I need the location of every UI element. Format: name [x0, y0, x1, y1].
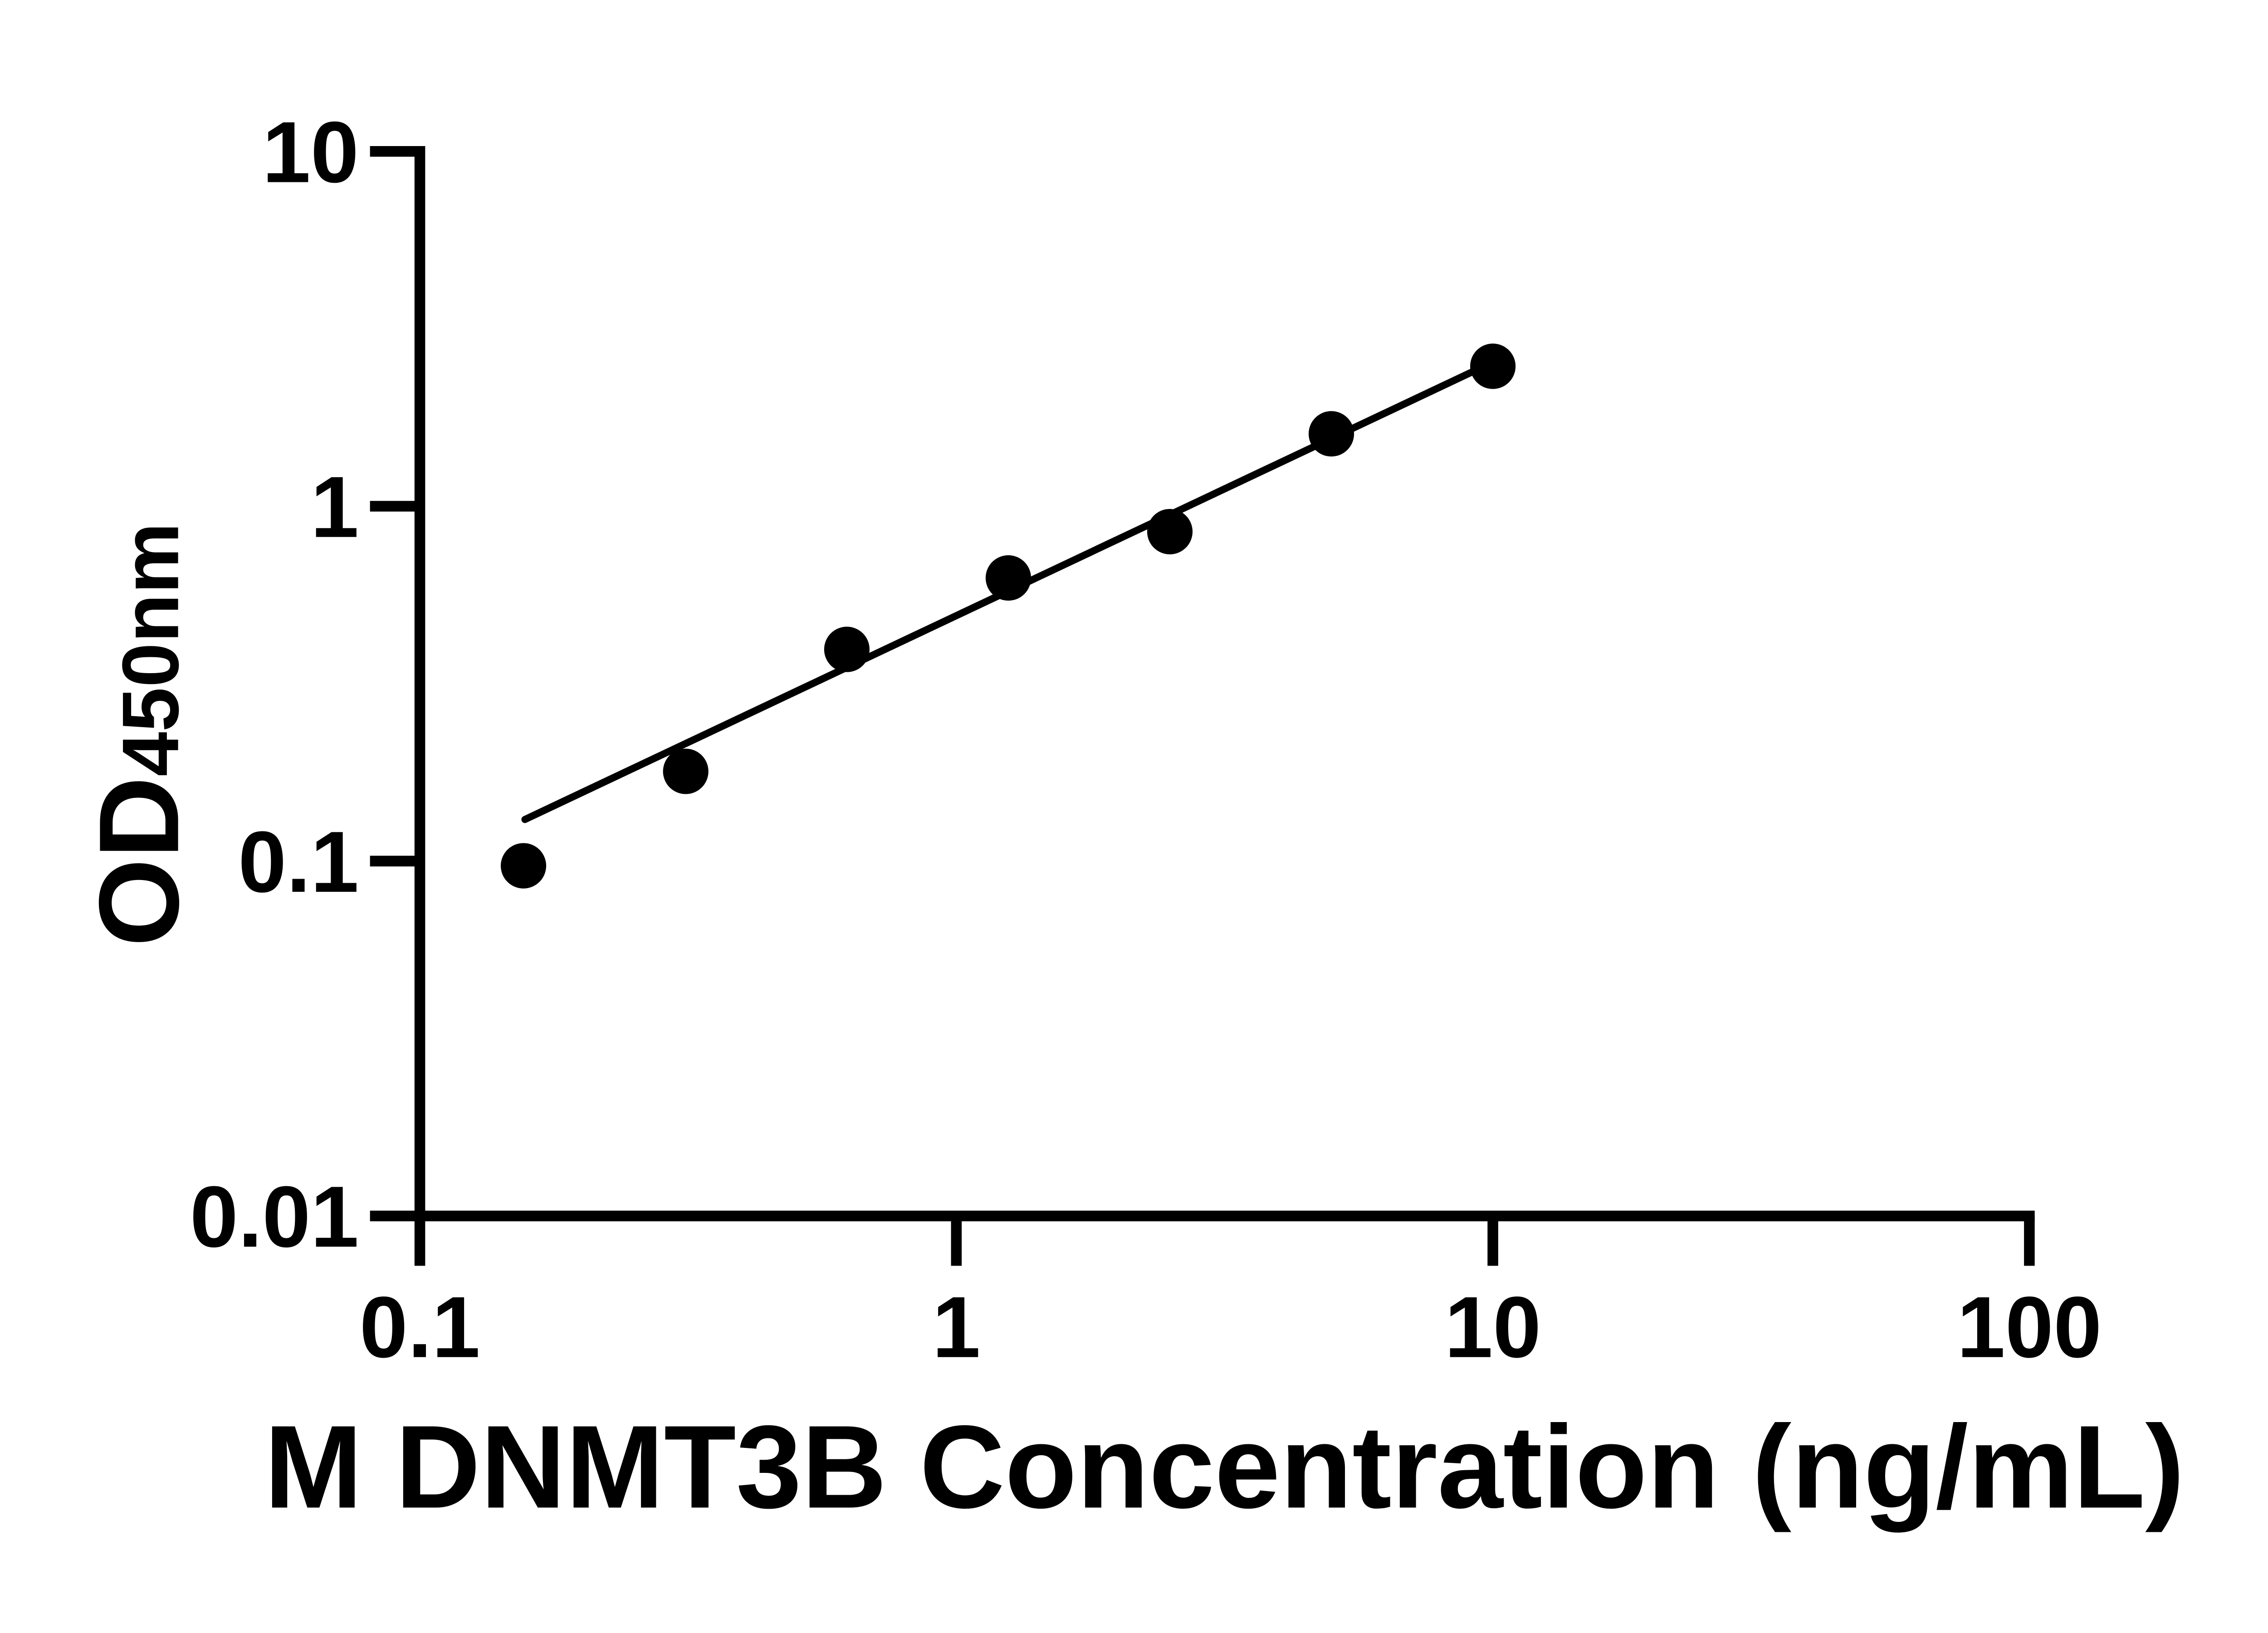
x-tick-labels: 0.1 1 10 100: [360, 1279, 2102, 1376]
y-tick-label: 1: [311, 459, 359, 556]
x-axis-ticks: [414, 1216, 2035, 1266]
y-tick-labels: 10 1 0.1 0.01: [190, 103, 359, 1265]
data-series: [500, 343, 1516, 889]
data-point: [1147, 508, 1193, 555]
y-axis-title: OD450nm: [76, 523, 203, 947]
x-axis-title: M DNMT3B Concentration (ng/mL): [264, 1402, 2185, 1534]
y-axis-title-base: OD: [76, 777, 203, 947]
data-point: [1309, 411, 1354, 457]
data-point: [985, 555, 1031, 601]
data-point: [500, 843, 547, 889]
x-tick-label: 1: [932, 1279, 980, 1376]
y-tick-label: 0.01: [190, 1168, 359, 1265]
data-point: [663, 748, 709, 794]
y-axis-ticks: [370, 146, 420, 1222]
data-point: [824, 626, 870, 672]
x-tick-label: 100: [1957, 1279, 2102, 1376]
y-tick-label: 10: [262, 103, 359, 200]
axes: [414, 146, 2035, 1222]
data-point: [1470, 343, 1516, 389]
x-tick-label: 10: [1445, 1279, 1541, 1376]
y-tick-label: 0.1: [238, 813, 359, 910]
x-tick-label: 0.1: [360, 1279, 480, 1376]
y-axis-title-subscript: 450nm: [106, 523, 196, 777]
